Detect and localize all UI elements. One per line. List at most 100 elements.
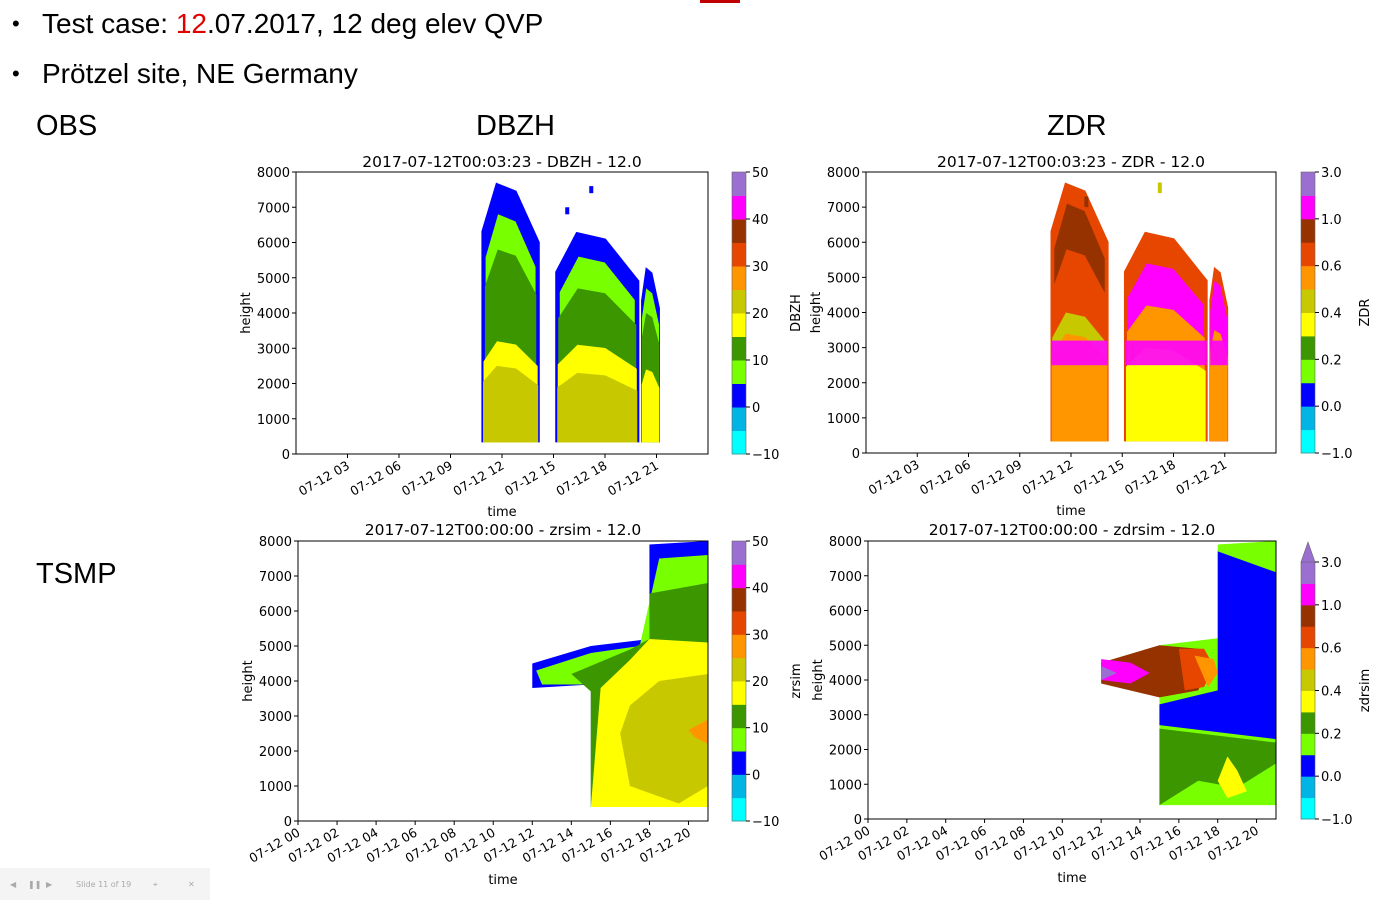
x-tick-label: 07-12 06 (917, 457, 973, 498)
y-tick-label: 3000 (257, 342, 290, 357)
chart-tsmp-zdrsim: 2017-07-12T00:00:00 - zdrsim - 12.0 0 1000… (811, 521, 1373, 886)
colorbar-tick-label: 0 (752, 768, 760, 783)
colorbar-tick-label: 1.0 (1321, 599, 1342, 614)
chart-title: 2017-07-12T00:00:00 - zrsim - 12.0 (365, 521, 642, 539)
colorbar-segment (1301, 776, 1315, 799)
heatmap-cell (515, 196, 520, 204)
heatmap-cell (1210, 340, 1228, 366)
y-tick-label: 2000 (827, 377, 860, 392)
colorbar-segment (732, 407, 746, 431)
colorbar-segment (732, 587, 746, 612)
x-tick-label: 07-12 06 (347, 458, 403, 499)
colorbar-segment (732, 634, 746, 659)
colorbar-segment (1301, 733, 1315, 756)
y-axis-label: height (809, 292, 824, 333)
contour-fill (620, 674, 708, 804)
contour-fill (688, 719, 708, 744)
colorbar-segment (732, 681, 746, 705)
y-tick-label: 6000 (259, 605, 292, 620)
colorbar-segment (1301, 711, 1315, 734)
heatmap-cell (641, 369, 660, 443)
colorbar-segment (732, 564, 746, 589)
y-tick-label: 3000 (259, 710, 292, 725)
row-label-obs: OBS (36, 110, 98, 142)
contour-fill (1159, 728, 1276, 806)
y-tick-label: 2000 (257, 378, 290, 393)
heatmap-cell (1125, 347, 1206, 442)
colorbar-tick-label: 3.0 (1321, 556, 1342, 571)
focus-icon[interactable]: ⌖ (153, 880, 158, 889)
colorbar-segment (732, 727, 746, 752)
y-tick-label: 6000 (827, 236, 860, 251)
chart-data-layer (1050, 182, 1229, 442)
colorbar-segment (732, 195, 746, 220)
next-slide-icon[interactable]: ▶ (46, 880, 53, 889)
bullet-test-case-suffix: .07.2017, 12 deg elev QVP (207, 8, 544, 39)
chart-title: 2017-07-12T00:03:23 - DBZH - 12.0 (362, 153, 641, 171)
colorbar-segment (732, 313, 746, 337)
colorbar-segment (732, 541, 746, 565)
pause-icon[interactable]: ❚❚ (28, 880, 42, 889)
colorbar-tick-label: 0.6 (1321, 642, 1342, 657)
heatmap-cell (557, 372, 638, 443)
colorbar-segment (732, 797, 746, 822)
colorbar-segment (1301, 604, 1315, 627)
colorbar-segment (1301, 242, 1315, 267)
colorbar-tick-label: −10 (752, 815, 779, 830)
slide-top-marker (700, 0, 740, 3)
colorbar-label: zrsim (789, 663, 804, 698)
colorbar-tick-label: 30 (752, 260, 769, 275)
bullet-site: • Prötzel site, NE Germany (12, 57, 358, 91)
y-tick-label: 5000 (259, 640, 292, 655)
colorbar-segment (1301, 406, 1315, 431)
slideshow-controls: ◀ ❚❚ ▶ Slide 11 of 19 ⌖ ✕ (0, 868, 210, 900)
colorbar-tick-label: 20 (752, 675, 769, 690)
y-tick-label: 1000 (827, 412, 860, 427)
contour-fill (1101, 659, 1150, 684)
colorbar-segment (1301, 265, 1315, 290)
colorbar-segment (1301, 172, 1315, 196)
colorbar-segment (1301, 289, 1315, 313)
colorbar-segment (732, 657, 746, 682)
y-tick-label: 4000 (829, 674, 862, 689)
y-axis-label: height (241, 660, 256, 701)
colorbar-label: zdrsim (1358, 669, 1373, 712)
colorbar-label: DBZH (789, 294, 804, 332)
colorbar-label: ZDR (1358, 299, 1373, 327)
y-tick-label: 0 (854, 813, 862, 828)
heatmap-cell (482, 365, 539, 443)
y-tick-label: 2000 (259, 745, 292, 760)
chart-obs-dbzh: 2017-07-12T00:03:23 - DBZH - 12.0 0 1000 20… (239, 153, 804, 520)
heatmap-cell (565, 207, 570, 215)
colorbar-segment (1301, 754, 1315, 777)
y-tick-label: 5000 (829, 639, 862, 654)
y-tick-label: 3000 (827, 342, 860, 357)
bullet-test-case: • Test case: 12.07.2017, 12 deg elev QVP (12, 7, 543, 41)
previous-slide-icon[interactable]: ◀ (10, 880, 17, 889)
colorbar-segment (732, 430, 746, 455)
chart-data-layer (532, 541, 708, 807)
column-label-dbzh: DBZH (476, 110, 555, 142)
y-tick-label: 8000 (259, 535, 292, 550)
chart-tsmp-zrsim: 2017-07-12T00:00:00 - zrsim - 12.0 0 1000 2… (241, 521, 804, 888)
bullet-dot: • (12, 61, 20, 86)
colorbar-tick-label: 50 (752, 166, 769, 181)
colorbar-tick-label: 0 (752, 401, 760, 416)
bullet-test-case-prefix: Test case: (42, 8, 176, 39)
x-tick-label: 07-12 12 (1019, 457, 1075, 498)
colorbar-tick-label: −10 (752, 448, 779, 463)
y-tick-label: 1000 (829, 778, 862, 793)
colorbar-segment (1301, 797, 1315, 820)
x-tick-label: 07-12 18 (1122, 457, 1178, 498)
close-icon[interactable]: ✕ (188, 880, 195, 889)
x-tick-label: 07-12 03 (296, 458, 352, 499)
chart-title: 2017-07-12T00:00:00 - zdrsim - 12.0 (929, 521, 1215, 539)
x-tick-label: 07-12 03 (866, 457, 922, 498)
colorbar-segment (732, 751, 746, 775)
y-tick-label: 5000 (827, 271, 860, 286)
colorbar-segment (1301, 583, 1315, 606)
colorbar-segment (1301, 669, 1315, 691)
y-tick-label: 8000 (257, 166, 290, 181)
colorbar-tick-label: 40 (752, 582, 769, 597)
